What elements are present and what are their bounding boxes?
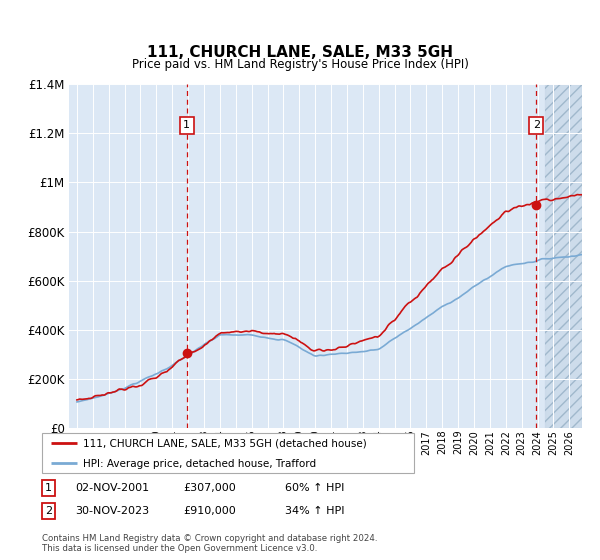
- Text: 111, CHURCH LANE, SALE, M33 5GH (detached house): 111, CHURCH LANE, SALE, M33 5GH (detache…: [83, 439, 367, 449]
- Text: 34% ↑ HPI: 34% ↑ HPI: [285, 506, 344, 516]
- Text: 02-NOV-2001: 02-NOV-2001: [75, 483, 149, 493]
- Text: 60% ↑ HPI: 60% ↑ HPI: [285, 483, 344, 493]
- Text: 2: 2: [533, 120, 540, 130]
- Text: 1: 1: [45, 483, 52, 493]
- Bar: [545, 84, 582, 428]
- Text: 111, CHURCH LANE, SALE, M33 5GH: 111, CHURCH LANE, SALE, M33 5GH: [147, 45, 453, 60]
- Text: HPI: Average price, detached house, Trafford: HPI: Average price, detached house, Traf…: [83, 459, 316, 469]
- Text: 30-NOV-2023: 30-NOV-2023: [75, 506, 149, 516]
- FancyBboxPatch shape: [42, 433, 414, 473]
- Text: £910,000: £910,000: [183, 506, 236, 516]
- Text: Price paid vs. HM Land Registry's House Price Index (HPI): Price paid vs. HM Land Registry's House …: [131, 58, 469, 71]
- Text: 2: 2: [45, 506, 52, 516]
- Text: £307,000: £307,000: [183, 483, 236, 493]
- Bar: [545, 84, 582, 428]
- Text: Contains HM Land Registry data © Crown copyright and database right 2024.
This d: Contains HM Land Registry data © Crown c…: [42, 534, 377, 553]
- Text: 1: 1: [183, 120, 190, 130]
